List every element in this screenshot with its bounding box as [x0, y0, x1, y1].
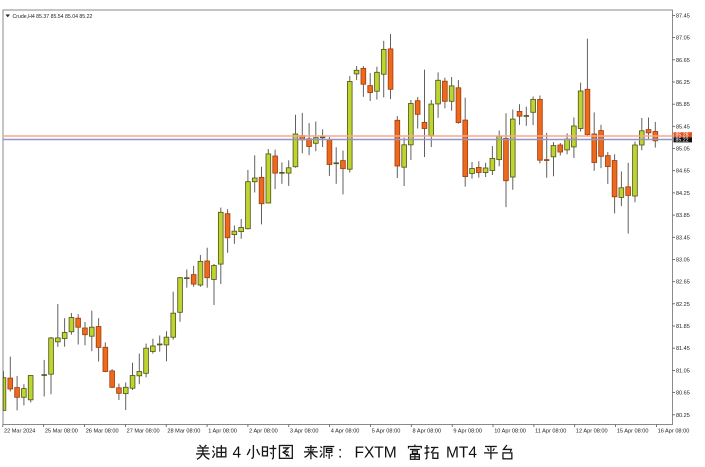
svg-text:82.65: 82.65 [676, 280, 690, 286]
svg-text:16 Apr 08:00: 16 Apr 08:00 [658, 429, 690, 435]
svg-text:MT4: MT4 [446, 445, 477, 462]
svg-text:1 Apr 08:00: 1 Apr 08:00 [208, 429, 237, 435]
svg-text:12 Apr 08:00: 12 Apr 08:00 [576, 429, 608, 435]
svg-text:85.05: 85.05 [676, 147, 690, 153]
svg-text:81.85: 81.85 [676, 324, 690, 330]
svg-text:87.45: 87.45 [676, 13, 690, 19]
svg-text:84.25: 84.25 [676, 191, 690, 197]
svg-text:85.85: 85.85 [676, 102, 690, 108]
svg-text:22 Mar 2024: 22 Mar 2024 [4, 429, 35, 435]
svg-text:85.45: 85.45 [676, 124, 690, 130]
svg-text:11 Apr 08:00: 11 Apr 08:00 [535, 429, 566, 435]
svg-text:26 Mar 08:00: 26 Mar 08:00 [86, 429, 119, 435]
svg-text:83.45: 83.45 [676, 235, 690, 241]
svg-text:8 Apr 08:00: 8 Apr 08:00 [413, 429, 442, 435]
svg-text:2 Apr 08:00: 2 Apr 08:00 [249, 429, 278, 435]
svg-text:15 Apr 08:00: 15 Apr 08:00 [617, 429, 649, 435]
svg-text:27 Mar 08:00: 27 Mar 08:00 [127, 429, 160, 435]
svg-text:10 Apr 08:00: 10 Apr 08:00 [494, 429, 526, 435]
svg-text::: : [338, 445, 342, 462]
svg-text:FXTM: FXTM [355, 445, 397, 462]
svg-text:80.65: 80.65 [676, 391, 690, 397]
svg-text:84.65: 84.65 [676, 169, 690, 175]
svg-text:4: 4 [233, 445, 242, 462]
svg-text:86.65: 86.65 [676, 58, 690, 64]
svg-text:83.05: 83.05 [676, 258, 690, 264]
svg-text:82.25: 82.25 [676, 302, 690, 308]
svg-text:87.05: 87.05 [676, 36, 690, 42]
svg-text:80.25: 80.25 [676, 413, 690, 419]
svg-text:9 Apr 08:00: 9 Apr 08:00 [453, 429, 482, 435]
svg-text:5 Apr 08:00: 5 Apr 08:00 [372, 429, 401, 435]
svg-text:25 Mar 08:00: 25 Mar 08:00 [45, 429, 78, 435]
svg-text:85.22: 85.22 [676, 138, 689, 144]
svg-text:4 Apr 08:00: 4 Apr 08:00 [331, 429, 360, 435]
svg-text:81.05: 81.05 [676, 368, 690, 374]
svg-text:81.45: 81.45 [676, 346, 690, 352]
svg-text:85.28: 85.28 [676, 133, 689, 139]
svg-text:83.85: 83.85 [676, 213, 690, 219]
svg-text:3 Apr 08:00: 3 Apr 08:00 [290, 429, 319, 435]
svg-text:86.25: 86.25 [676, 80, 690, 86]
svg-text:Crude,H4 85.37 85.54 85.04 85: Crude,H4 85.37 85.54 85.04 85.22 [13, 14, 93, 20]
svg-text:28 Mar 08:00: 28 Mar 08:00 [167, 429, 200, 435]
